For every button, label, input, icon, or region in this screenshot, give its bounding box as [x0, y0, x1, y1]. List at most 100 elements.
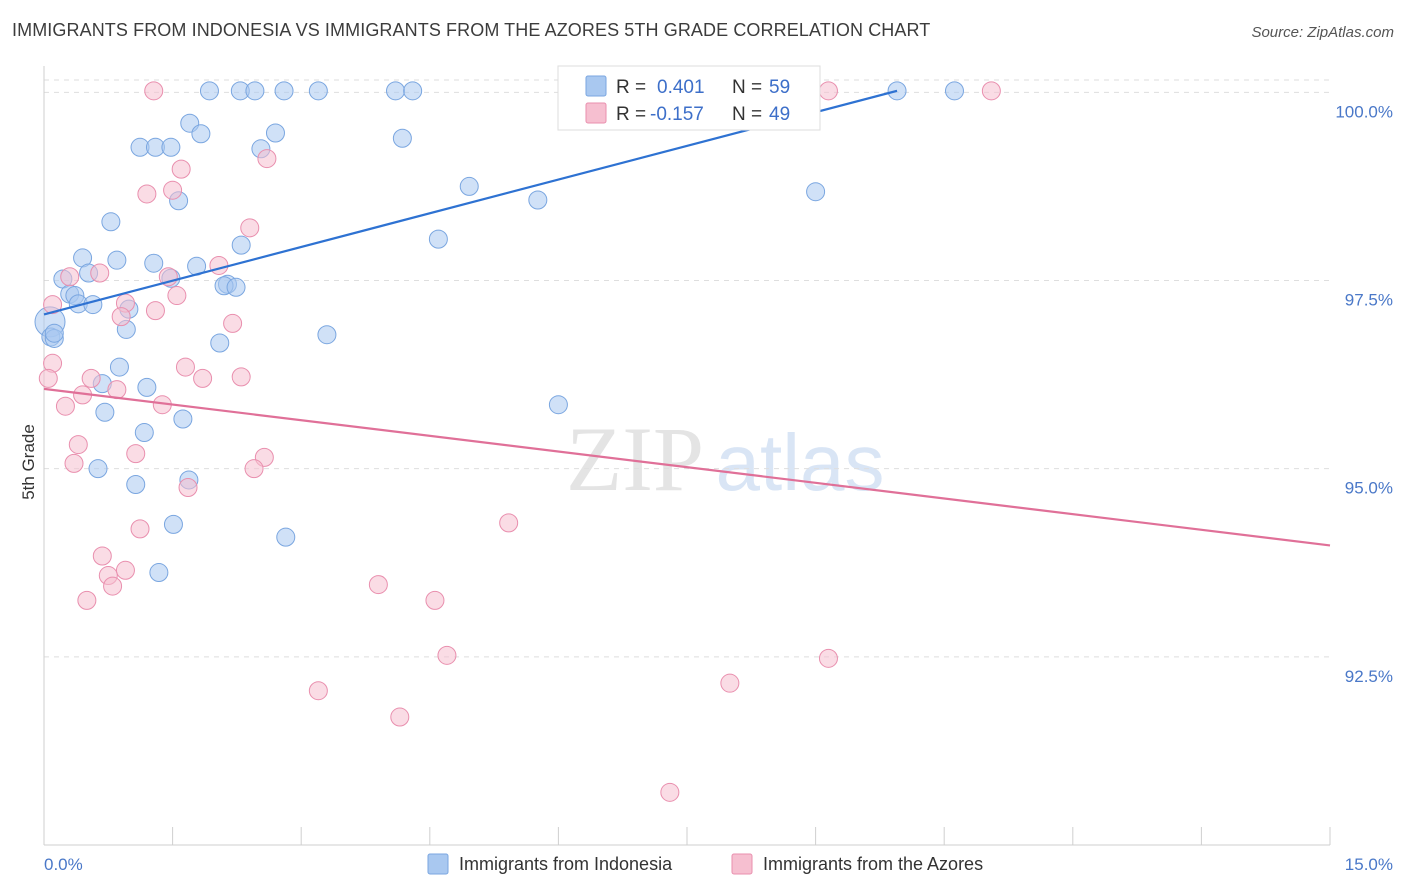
point-azores	[77, 590, 97, 610]
point-azores	[240, 218, 260, 238]
point-azores	[167, 286, 187, 306]
point-azores	[178, 477, 198, 497]
point-indonesia	[403, 81, 423, 101]
point-azores	[171, 159, 191, 179]
point-indonesia	[226, 277, 246, 297]
chart-title: IMMIGRANTS FROM INDONESIA VS IMMIGRANTS …	[12, 20, 931, 40]
bottom-legend-swatch-indonesia	[427, 853, 449, 875]
legend-r-value-azores: -0.157	[650, 104, 704, 125]
point-azores	[137, 184, 157, 204]
y-tick-label: 92.5%	[1345, 667, 1393, 686]
x-tick-label: 0.0%	[44, 855, 83, 874]
point-indonesia	[428, 229, 448, 249]
y-tick-label: 95.0%	[1345, 479, 1393, 498]
point-indonesia	[137, 377, 157, 397]
point-indonesia	[199, 81, 219, 101]
point-indonesia	[95, 402, 115, 422]
legend-n-value-indonesia: 59	[769, 77, 790, 98]
point-azores	[175, 357, 195, 377]
point-azores	[231, 367, 251, 387]
point-indonesia	[548, 395, 568, 415]
point-indonesia	[134, 423, 154, 443]
point-indonesia	[173, 409, 193, 429]
point-azores	[64, 453, 84, 473]
point-indonesia	[308, 81, 328, 101]
point-azores	[981, 81, 1001, 101]
point-azores	[90, 263, 110, 283]
point-azores	[390, 707, 410, 727]
point-azores	[38, 368, 58, 388]
point-indonesia	[317, 325, 337, 345]
point-indonesia	[231, 235, 251, 255]
point-indonesia	[101, 212, 121, 232]
point-indonesia	[191, 124, 211, 144]
point-indonesia	[109, 357, 129, 377]
series-azores	[38, 81, 1001, 802]
legend-n-label-azores: N =	[732, 104, 762, 125]
point-azores	[244, 459, 264, 479]
x-tick-label: 15.0%	[1345, 855, 1393, 874]
point-indonesia	[386, 81, 406, 101]
legend-r-value-indonesia: 0.401	[657, 77, 705, 98]
watermark: ZIP atlas	[566, 408, 884, 510]
watermark-zip: ZIP	[566, 408, 704, 510]
point-indonesia	[274, 81, 294, 101]
point-indonesia	[265, 123, 285, 143]
point-indonesia	[83, 295, 103, 315]
point-indonesia	[149, 563, 169, 583]
point-indonesia	[276, 527, 296, 547]
point-azores	[499, 513, 519, 533]
point-azores	[130, 519, 150, 539]
point-azores	[818, 81, 838, 101]
bottom-legend-label-azores: Immigrants from the Azores	[763, 854, 983, 874]
point-azores	[81, 368, 101, 388]
bottom-legend-swatch-azores	[731, 853, 753, 875]
legend-swatch-indonesia	[585, 75, 607, 97]
bottom-legend: Immigrants from Indonesia Immigrants fro…	[427, 853, 983, 875]
point-azores	[660, 782, 680, 802]
point-indonesia	[944, 81, 964, 101]
y-tick-label: 100.0%	[1335, 102, 1393, 121]
point-indonesia	[88, 459, 108, 479]
point-azores	[720, 673, 740, 693]
point-indonesia	[161, 137, 181, 157]
axes: 92.5% 95.0% 97.5% 100.0% 0.0% 15.0%	[43, 66, 1393, 874]
point-indonesia	[44, 323, 64, 343]
point-azores	[145, 301, 165, 321]
point-azores	[111, 307, 131, 327]
point-indonesia	[163, 514, 183, 534]
watermark-atlas: atlas	[716, 418, 885, 507]
chart-source: Source: ZipAtlas.com	[1251, 24, 1394, 41]
legend-r-label-indonesia: R =	[616, 77, 646, 98]
y-axis-label: 5th Grade	[19, 424, 38, 500]
point-azores	[55, 396, 75, 416]
point-azores	[223, 313, 243, 333]
point-azores	[115, 560, 135, 580]
point-indonesia	[245, 81, 265, 101]
legend-n-label-indonesia: N =	[732, 77, 762, 98]
point-azores	[193, 368, 213, 388]
point-azores	[43, 295, 63, 315]
point-indonesia	[126, 474, 146, 494]
point-azores	[257, 149, 277, 169]
point-indonesia	[107, 250, 127, 270]
point-indonesia	[392, 128, 412, 148]
point-azores	[126, 444, 146, 464]
point-indonesia	[528, 190, 548, 210]
point-azores	[818, 648, 838, 668]
point-azores	[308, 681, 328, 701]
point-azores	[163, 180, 183, 200]
y-tick-label: 97.5%	[1345, 291, 1393, 310]
point-azores	[425, 590, 445, 610]
point-indonesia	[144, 253, 164, 273]
point-azores	[437, 645, 457, 665]
point-azores	[68, 435, 88, 455]
trend-line-azores	[43, 387, 1331, 547]
point-azores	[209, 255, 229, 275]
legend: R = 0.401 N = 59 R = -0.157 N = 49	[557, 65, 821, 131]
legend-n-value-azores: 49	[769, 104, 790, 125]
point-azores	[103, 576, 123, 596]
point-indonesia	[459, 176, 479, 196]
legend-r-label-azores: R =	[616, 104, 646, 125]
